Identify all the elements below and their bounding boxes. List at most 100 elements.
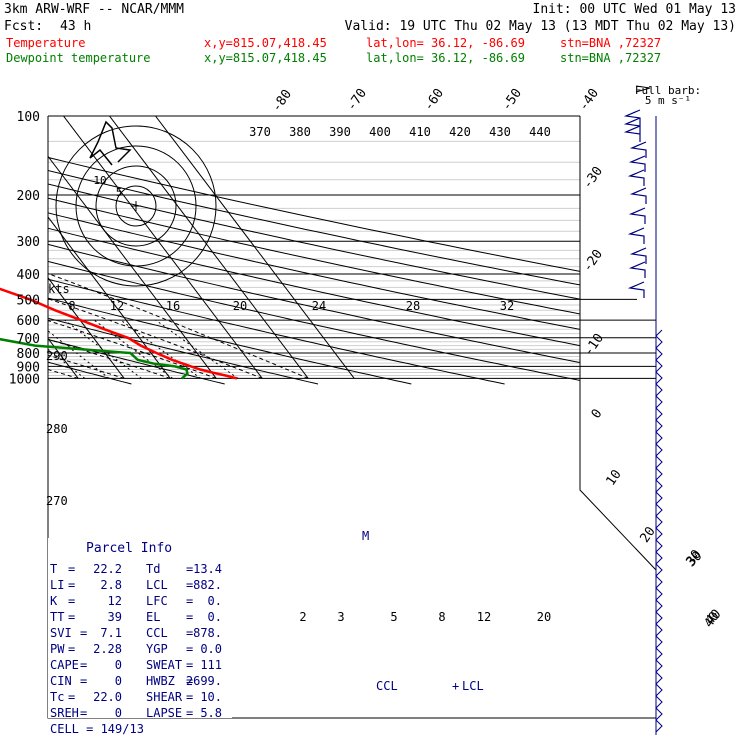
- theta-label: 270: [46, 494, 68, 508]
- wind-barb: [627, 169, 645, 186]
- pressure-label-100: 100: [17, 110, 40, 125]
- parcel-value: 12: [108, 594, 122, 608]
- dry-adiabat: [48, 116, 319, 385]
- parcel-eq: =: [186, 706, 193, 720]
- parcel-value: 882.: [193, 578, 222, 592]
- parcel-value: 878.: [193, 626, 222, 640]
- parcel-value: 0.0: [200, 642, 222, 656]
- parcel-eq: =: [186, 658, 193, 672]
- barb-legend-icon: [635, 85, 651, 93]
- legend-xy: x,y=815.07,418.45: [204, 51, 327, 65]
- temperature-line: [0, 287, 238, 380]
- parcel-key: CCL: [146, 626, 168, 640]
- mixing-ratio-line: [64, 319, 142, 379]
- header-fcst-value: 43 h: [60, 19, 91, 34]
- parcel-value: 2.8: [100, 578, 122, 592]
- hodograph: 10 5 kts 8 12 16 20 24 28 32: [48, 120, 514, 313]
- isotherm-label: 10: [603, 467, 624, 488]
- theta-e-label: 380: [289, 125, 311, 139]
- dry-adiabat: [48, 116, 656, 385]
- mixing-ratio-label: 8: [438, 610, 445, 624]
- wind-barb: [627, 227, 645, 244]
- wind-barb: [629, 247, 647, 264]
- isotherm-label: 20: [637, 524, 658, 545]
- legend-name: Temperature: [6, 36, 85, 50]
- parcel-value: 13.4: [193, 562, 222, 576]
- parcel-eq: =: [186, 690, 193, 704]
- parcel-eq: =: [186, 626, 193, 640]
- parcel-value: 10.: [200, 690, 222, 704]
- parcel-eq: =: [80, 674, 87, 688]
- dry-adiabat: [48, 116, 656, 385]
- wind-barb: [629, 141, 647, 158]
- dry-adiabat: [48, 116, 656, 385]
- parcel-value: 2699.: [186, 674, 222, 688]
- ccl-marker: CCL: [376, 679, 398, 693]
- parcel-key: LCL: [146, 578, 168, 592]
- wind-barb: [628, 261, 646, 278]
- parcel-value: 5.8: [200, 706, 222, 720]
- pressure-label-700: 700: [17, 332, 40, 347]
- m-marker: M: [362, 529, 369, 543]
- isotherm-line: [48, 116, 171, 379]
- parcel-key: Tc: [50, 690, 64, 704]
- hodograph-ring: [95, 165, 177, 247]
- wind-barbs-lower: [655, 329, 663, 733]
- header-valid: Valid: 19 UTC Thu 02 May 13 (13 MDT Thu …: [345, 19, 736, 34]
- hodograph-ring: [115, 185, 157, 227]
- hodograph-ring: [55, 125, 217, 287]
- theta-e-label: 390: [329, 125, 351, 139]
- moist-adiabat: [48, 194, 171, 379]
- legend-latlon: lat,lon= 36.12, -86.69: [366, 51, 525, 65]
- parcel-eq: =: [80, 626, 87, 640]
- mixing-ratio-label: 3: [337, 610, 344, 624]
- theta-e-label: 430: [489, 125, 511, 139]
- hodograph-ring-label: 10: [93, 174, 106, 187]
- dewpoint-line: [0, 337, 189, 380]
- hodograph-trace: [89, 120, 132, 166]
- parcel-eq: =: [186, 674, 193, 688]
- parcel-value: 0: [115, 706, 122, 720]
- background-grid: [47, 115, 657, 719]
- legend-stn: stn=BNA ,72327: [560, 36, 661, 50]
- pressure-label-300: 300: [17, 235, 40, 250]
- isotherm-label: -20: [580, 247, 606, 275]
- isotherm-label: -10: [581, 331, 607, 359]
- parcel-value: 0: [115, 674, 122, 688]
- pressure-label-400: 400: [17, 268, 40, 283]
- legend-name: Dewpoint temperature: [6, 51, 151, 65]
- mixing-ratio-line: [155, 319, 239, 379]
- parcel-value: 2.28: [93, 642, 122, 656]
- theta-e-label: 370: [249, 125, 271, 139]
- theta-e-label: 400: [369, 125, 391, 139]
- wind-speed-label: 30: [684, 549, 706, 571]
- pressure-label-900: 900: [17, 360, 40, 375]
- barb-legend-line1: Full barb:: [635, 84, 701, 97]
- hodograph-speed-label: 16: [166, 299, 180, 313]
- hodograph-speed-label: 20: [233, 299, 247, 313]
- theta-label: 280: [46, 422, 68, 436]
- parcel-key: HWBZ: [146, 674, 175, 688]
- legend-stn: stn=BNA ,72327: [560, 51, 661, 65]
- parcel-value: 22.0: [93, 690, 122, 704]
- wind-barb: [623, 117, 641, 134]
- dry-adiabat: [48, 116, 505, 385]
- parcel-value: 0: [115, 658, 122, 672]
- isotherm-line: [155, 116, 355, 379]
- dry-adiabat: [48, 116, 656, 385]
- moist-adiabat: [48, 194, 309, 379]
- hodograph-units: kts: [48, 282, 70, 296]
- lcl-marker: LCL: [462, 679, 484, 693]
- parcel-key: K: [50, 594, 58, 608]
- pressure-label-1000: 1000: [9, 372, 40, 387]
- isotherm-label: -60: [421, 86, 447, 114]
- dry-adiabat: [48, 116, 225, 385]
- theta-e-label: 440: [529, 125, 551, 139]
- legend-latlon: lat,lon= 36.12, -86.69: [366, 36, 525, 50]
- dry-adiabat: [48, 116, 656, 385]
- parcel-key: SREH: [50, 706, 79, 720]
- text-layer: 3km ARW-WRF -- NCAR/MMM Init: 00 UTC Wed …: [4, 2, 736, 736]
- parcel-eq: =: [80, 706, 87, 720]
- parcel-value: 111: [200, 658, 222, 672]
- parcel-eq: =: [68, 690, 75, 704]
